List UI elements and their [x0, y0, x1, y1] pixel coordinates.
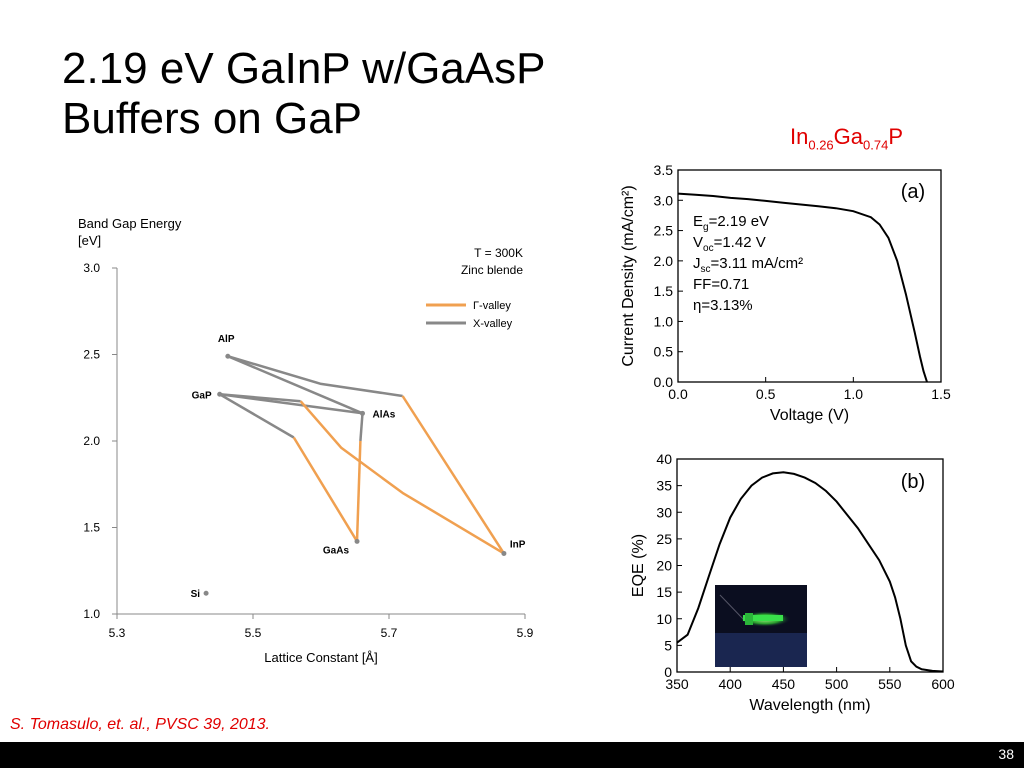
cell-parameter: Eg=2.19 eV — [693, 213, 769, 233]
series-line — [227, 355, 403, 398]
cell-parameter: Jsc=3.11 mA/cm² — [693, 255, 803, 275]
compound-ga: Ga — [833, 124, 864, 149]
y-axis-unit: [eV] — [78, 233, 101, 248]
y-tick-label: 40 — [656, 451, 672, 467]
point-label: AlAs — [372, 409, 395, 420]
y-tick-label: 5 — [664, 637, 672, 653]
device-photo — [715, 585, 807, 667]
y-axis-label: EQE (%) — [630, 534, 647, 597]
cell-parameter: η=3.13% — [693, 297, 753, 314]
point-label: AlP — [218, 334, 235, 345]
slide-title: 2.19 eV GaInP w/GaAsP Buffers on GaP — [62, 44, 545, 144]
x-axis-label: Voltage (V) — [770, 407, 849, 424]
cell-parameter: FF=0.71 — [693, 276, 749, 293]
x-tick-label: 1.5 — [931, 386, 951, 402]
point-label: InP — [510, 539, 526, 550]
x-tick-label: 350 — [665, 676, 689, 692]
x-tick-label: 600 — [931, 676, 955, 692]
data-point — [501, 550, 507, 556]
panel-label: (a) — [901, 181, 925, 203]
data-point — [354, 538, 360, 544]
x-tick-label: 5.7 — [381, 626, 398, 640]
jv-chart: 0.0 0.5 1.0 1.5 3.5 3.0 2.5 2.0 1.5 1.0 0.5 0.0 Volt… — [620, 162, 951, 424]
annotation-temperature: T = 300K — [474, 246, 523, 260]
compound-ga-sub: 0.74 — [863, 137, 889, 153]
y-tick-label: 15 — [656, 584, 672, 600]
y-tick-label: 2.0 — [83, 434, 100, 448]
series-line — [401, 395, 505, 555]
point-label: Si — [191, 589, 201, 600]
legend-label: Γ-valley — [473, 300, 511, 312]
footer-bar: 38 — [0, 742, 1024, 768]
y-tick-label: 2.0 — [654, 253, 674, 269]
compound-in: In — [790, 124, 809, 149]
series-line — [299, 400, 505, 555]
y-tick-label: 0.0 — [654, 374, 674, 390]
series-line — [359, 413, 364, 442]
y-tick-label: 0.5 — [654, 344, 674, 360]
annotation-structure: Zinc blende — [461, 263, 523, 277]
x-tick-label: 550 — [878, 676, 902, 692]
x-tick-label: 0.0 — [668, 386, 688, 402]
y-tick-label: 1.5 — [83, 521, 100, 535]
y-tick-label: 0 — [664, 664, 672, 680]
y-tick-label: 20 — [656, 558, 672, 574]
y-tick-label: 25 — [656, 531, 672, 547]
series-line — [292, 436, 359, 542]
x-tick-label: 5.5 — [245, 626, 262, 640]
data-point — [217, 391, 223, 397]
point-label: GaAs — [323, 545, 350, 556]
y-axis-label: Band Gap Energy — [78, 216, 182, 231]
y-tick-label: 3.0 — [654, 192, 674, 208]
legend-label: X-valley — [473, 318, 513, 330]
x-tick-label: 1.0 — [844, 386, 864, 402]
x-axis-label: Wavelength (nm) — [749, 697, 870, 714]
y-tick-label: 1.5 — [654, 283, 674, 299]
data-point — [359, 410, 365, 416]
x-tick-label: 0.5 — [756, 386, 776, 402]
plot-frame — [677, 169, 942, 383]
eqe-curve — [676, 471, 944, 673]
x-tick-label: 400 — [719, 676, 743, 692]
x-tick-label: 450 — [772, 676, 796, 692]
y-axis-label: Current Density (mA/cm²) — [620, 185, 637, 366]
page-number: 38 — [998, 746, 1014, 762]
citation: S. Tomasulo, et. al., PVSC 39, 2013. — [10, 716, 270, 733]
panel-label: (b) — [901, 471, 925, 493]
y-tick-label: 10 — [656, 611, 672, 627]
y-tick-label: 3.5 — [654, 162, 674, 178]
series-line — [219, 393, 301, 403]
data-point — [225, 353, 231, 359]
eqe-chart: 350 400 450 500 550 600 40 35 30 25 20 15 10 5 0 Wavele… — [630, 451, 955, 714]
bandgap-chart: 3.0 2.5 2.0 1.5 1.0 5.3 5.5 5.7 5.9 Band Gap Ener… — [78, 216, 534, 665]
cell-parameter: Voc=1.42 V — [693, 234, 766, 254]
x-tick-label: 500 — [825, 676, 849, 692]
title-line-2: Buffers on GaP — [62, 94, 363, 143]
compound-in-sub: 0.26 — [808, 137, 834, 153]
point-label: GaP — [192, 390, 212, 401]
compound-label: In0.26Ga0.74P — [790, 124, 903, 152]
series-line — [219, 393, 295, 439]
jv-curve — [677, 192, 928, 383]
y-tick-label: 3.0 — [83, 261, 100, 275]
y-tick-label: 30 — [656, 504, 672, 520]
y-tick-label: 35 — [656, 478, 672, 494]
title-line-1: 2.19 eV GaInP w/GaAsP — [62, 44, 546, 93]
y-tick-label: 2.5 — [83, 348, 100, 362]
y-tick-label: 2.5 — [654, 223, 674, 239]
x-tick-label: 5.3 — [109, 626, 126, 640]
y-tick-label: 1.0 — [654, 313, 674, 329]
series-line — [355, 440, 362, 542]
data-point — [203, 590, 209, 596]
y-tick-label: 1.0 — [83, 607, 100, 621]
series-line — [227, 355, 363, 415]
x-tick-label: 5.9 — [517, 626, 534, 640]
compound-p: P — [888, 124, 904, 149]
x-axis-label: Lattice Constant [Å] — [264, 650, 377, 665]
